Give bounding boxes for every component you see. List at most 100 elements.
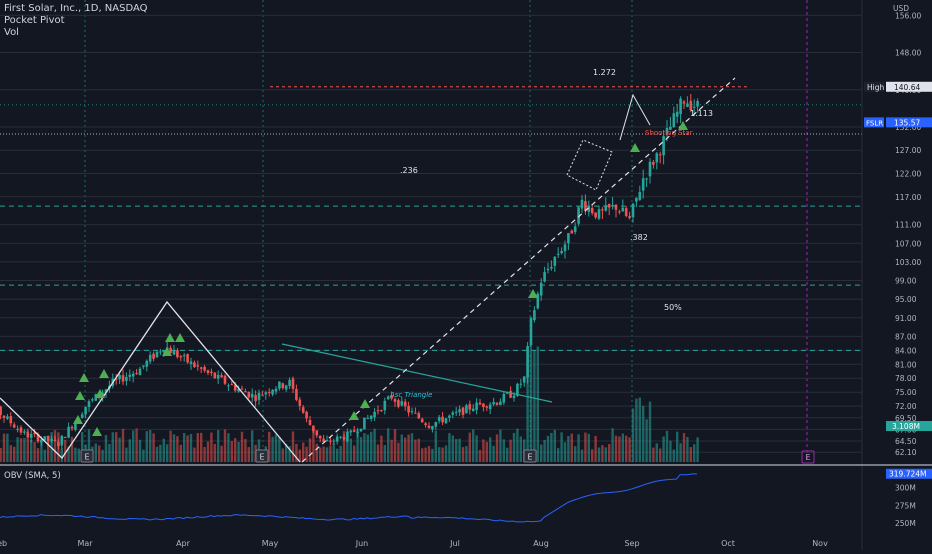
candle-body <box>594 212 597 218</box>
candle-body <box>339 436 342 438</box>
asc-triangle-label: Asc Triangle <box>389 391 433 399</box>
volume-bar <box>336 448 339 462</box>
volume-bar <box>553 429 556 462</box>
volume-bar <box>604 447 607 462</box>
candle-body <box>369 415 373 419</box>
volume-bar <box>472 429 475 462</box>
candle-body <box>104 389 108 393</box>
volume-bar <box>166 444 169 462</box>
volume-bar <box>339 445 342 462</box>
pocket-pivot-marker <box>79 373 89 382</box>
candle-body <box>407 406 410 413</box>
candle-body <box>652 162 655 165</box>
volume-bar <box>312 428 315 462</box>
price-tick-label: 111.00 <box>895 221 921 230</box>
candle-body <box>12 424 16 428</box>
volume-bar <box>570 433 573 462</box>
volume-bar <box>128 439 131 462</box>
candle-body <box>692 106 696 108</box>
volume-bar <box>376 444 380 462</box>
fib-1272-label: 1.272 <box>593 68 616 77</box>
volume-bar <box>176 436 179 462</box>
candle-body <box>210 371 213 374</box>
volume-bar <box>308 438 312 462</box>
candle-body <box>553 256 557 266</box>
volume-bar <box>390 439 393 462</box>
volume-bar <box>19 438 23 462</box>
volume-bar <box>291 431 295 462</box>
high-badge-label-bg <box>864 81 884 92</box>
candle-body <box>468 404 472 410</box>
candle-body <box>312 425 315 432</box>
volume-bar <box>533 350 536 462</box>
candle-body <box>363 417 366 430</box>
obv-tick-label: 300M <box>895 484 916 493</box>
volume-bar <box>64 439 67 462</box>
volume-bar <box>638 397 641 462</box>
candle-body <box>376 410 380 412</box>
candle-body <box>318 435 322 439</box>
candle-body <box>590 207 594 214</box>
volume-bar <box>560 432 563 462</box>
pocket-pivot-marker <box>678 121 688 130</box>
price-tick-label: 72.00 <box>895 402 917 411</box>
zigzag-pattern-line <box>0 300 301 463</box>
candle-body <box>679 98 682 114</box>
candle-body <box>648 161 652 177</box>
pocket-pivot-marker <box>99 369 109 378</box>
volume-bar <box>506 447 509 462</box>
candle-body <box>431 426 434 430</box>
volume-bar <box>70 436 74 462</box>
volume-bar <box>193 447 196 462</box>
volume-bar <box>635 398 638 462</box>
candle-body <box>641 178 645 191</box>
volume-bar <box>101 449 104 462</box>
volume-bar <box>414 439 417 462</box>
volume-bar <box>448 433 451 462</box>
candle-body <box>512 395 516 399</box>
volume-bar <box>597 447 601 462</box>
candle-body <box>560 251 563 254</box>
candle-body <box>148 355 152 362</box>
volume-bar <box>631 408 635 462</box>
candle-body <box>444 418 448 424</box>
volume-bar <box>594 435 597 462</box>
candle-body <box>315 430 319 436</box>
candle-body <box>526 346 529 378</box>
volume-bar <box>427 445 431 462</box>
volume-bar <box>23 437 26 462</box>
volume-bar <box>489 437 492 462</box>
volume-bar <box>285 444 288 462</box>
volume-bar <box>519 436 522 462</box>
candle-body <box>87 401 91 408</box>
candle-body <box>434 422 438 427</box>
candle-body <box>216 374 220 379</box>
candle-body <box>325 439 329 441</box>
candle-body <box>80 414 84 419</box>
candle-body <box>386 396 390 400</box>
candle-body <box>169 347 172 354</box>
candle-body <box>295 388 298 400</box>
candle-body <box>50 438 53 442</box>
candle-body <box>628 216 631 218</box>
candle-body <box>352 430 356 432</box>
candle-body <box>696 101 699 107</box>
volume-bar <box>244 438 247 462</box>
volume-bar <box>475 435 478 462</box>
support-trendline <box>301 77 736 463</box>
volume-bar <box>662 436 665 462</box>
candle-body <box>179 356 183 358</box>
volume-bar <box>676 431 679 462</box>
candle-body <box>454 411 458 413</box>
candle-body <box>332 440 336 442</box>
volume-bar <box>574 446 577 462</box>
volume-bar <box>356 429 359 462</box>
candle-body <box>635 197 638 202</box>
volume-bar <box>421 448 424 462</box>
candle-body <box>220 375 223 378</box>
volume-bar <box>383 445 386 462</box>
candle-body <box>46 435 50 442</box>
